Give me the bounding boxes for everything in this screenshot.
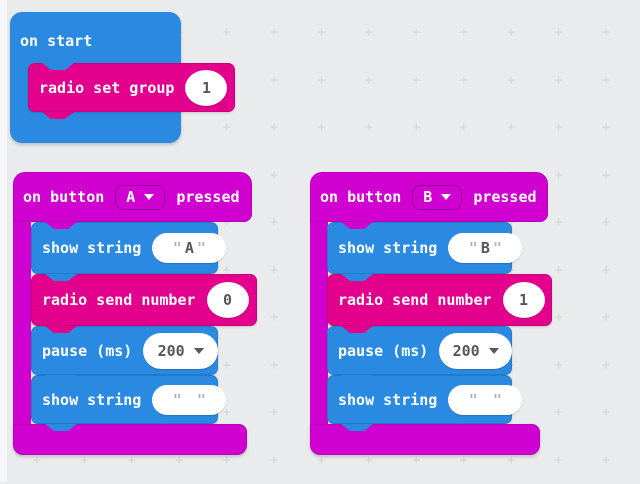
notch-socket xyxy=(341,222,373,229)
block-label: radio set group xyxy=(39,78,175,97)
notch-socket xyxy=(45,375,77,382)
block-label: show string xyxy=(42,239,142,257)
hat-prefix: on button xyxy=(320,188,402,206)
show-string-block[interactable]: show string B xyxy=(327,222,523,274)
block-label: pause (ms) xyxy=(338,341,429,360)
radio-send-number-block[interactable]: radio send number 1 xyxy=(327,274,552,326)
on-button-b-stack: on button B pressed show string B radio … xyxy=(310,172,552,455)
dropdown-arrow-icon xyxy=(441,194,452,200)
on-start-label: on start xyxy=(20,32,93,50)
number-input[interactable]: 0 xyxy=(206,282,249,318)
string-input[interactable]: A xyxy=(152,233,227,263)
block-label: show string xyxy=(338,239,438,257)
radio-send-number-block[interactable]: radio send number 0 xyxy=(31,274,257,326)
duration-dropdown[interactable]: 200 xyxy=(143,332,218,369)
on-button-a-hat[interactable]: on button A pressed xyxy=(13,172,252,222)
on-button-b-hat[interactable]: on button B pressed xyxy=(310,172,548,222)
hat-suffix: pressed xyxy=(473,188,537,206)
dropdown-arrow-icon xyxy=(144,194,155,200)
block-label: radio send number xyxy=(338,291,492,309)
notch-socket xyxy=(341,274,373,281)
show-string-block[interactable]: show string A xyxy=(31,222,227,274)
block-label: show string xyxy=(338,390,438,409)
button-value: A xyxy=(126,188,136,206)
string-value: A xyxy=(184,239,194,257)
duration-value: 200 xyxy=(157,341,185,360)
on-start-block[interactable]: on start radio set group 1 xyxy=(10,12,235,143)
string-input[interactable] xyxy=(448,384,523,415)
duration-value: 200 xyxy=(452,341,480,360)
dropdown-arrow-icon xyxy=(488,347,499,354)
notch-socket xyxy=(42,63,74,70)
string-value xyxy=(481,391,490,409)
block-label: pause (ms) xyxy=(42,341,133,360)
container-bottom xyxy=(310,424,540,455)
hat-suffix: pressed xyxy=(176,188,240,206)
show-string-block[interactable]: show string xyxy=(327,375,523,424)
string-value xyxy=(185,391,194,409)
notch-tab xyxy=(42,112,74,119)
workspace-left-gutter xyxy=(0,0,7,482)
block-label: radio send number xyxy=(42,291,196,309)
container-spine xyxy=(310,202,328,434)
on-button-a-stack: on button A pressed show string A radio … xyxy=(13,172,257,455)
notch-socket xyxy=(341,326,373,333)
number-value: 1 xyxy=(519,291,529,309)
number-input[interactable]: 1 xyxy=(502,282,545,318)
number-value: 1 xyxy=(201,78,211,97)
block-label: show string xyxy=(42,390,142,409)
radio-set-group-block[interactable]: radio set group 1 xyxy=(28,63,235,119)
container-bottom xyxy=(13,424,247,455)
notch-socket xyxy=(45,274,77,281)
dropdown-arrow-icon xyxy=(193,347,204,354)
notch-socket xyxy=(341,424,373,431)
notch-socket xyxy=(45,326,77,333)
number-input[interactable]: 1 xyxy=(185,69,228,106)
container-spine xyxy=(13,202,31,434)
hat-prefix: on button xyxy=(23,188,105,206)
string-input[interactable]: B xyxy=(448,233,523,263)
button-value: B xyxy=(423,188,433,206)
pause-block[interactable]: pause (ms) 200 xyxy=(31,326,218,375)
notch-socket xyxy=(45,424,77,431)
string-value: B xyxy=(480,239,490,257)
pause-block[interactable]: pause (ms) 200 xyxy=(327,326,512,375)
notch-socket xyxy=(45,222,77,229)
show-string-block[interactable]: show string xyxy=(31,375,227,424)
string-input[interactable] xyxy=(152,384,227,415)
button-dropdown[interactable]: A xyxy=(115,184,166,210)
button-dropdown[interactable]: B xyxy=(412,184,463,210)
number-value: 0 xyxy=(223,291,233,309)
duration-dropdown[interactable]: 200 xyxy=(439,332,512,369)
notch-socket xyxy=(341,375,373,382)
